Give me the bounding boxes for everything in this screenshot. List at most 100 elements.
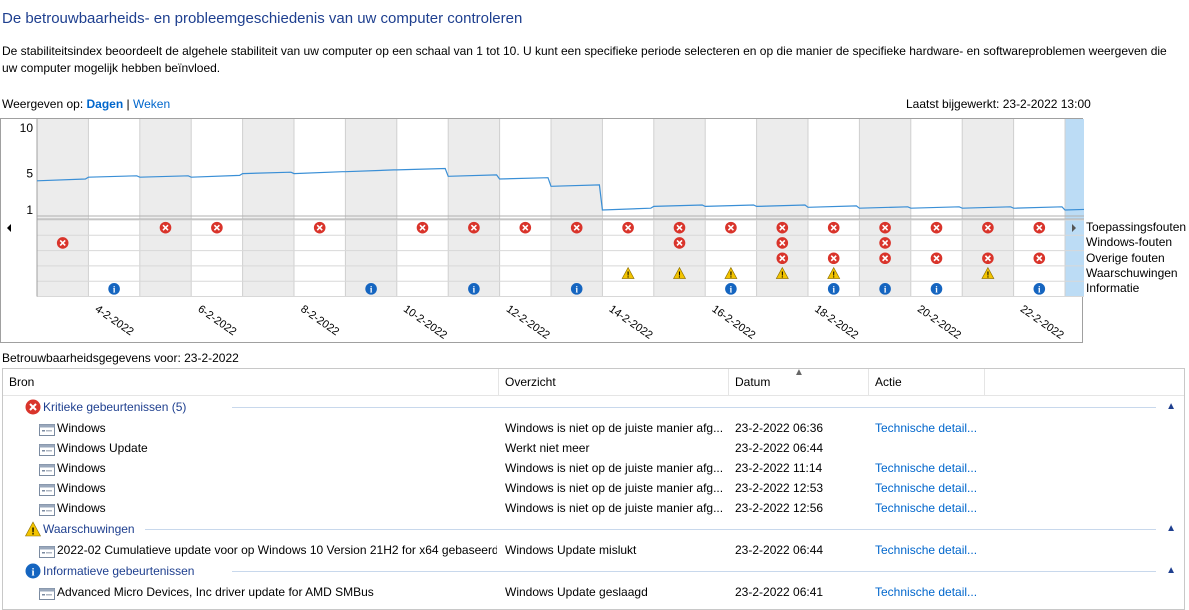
collapse-chevron-icon[interactable]: ▲ bbox=[1166, 523, 1176, 534]
warning-mark: ! bbox=[987, 271, 990, 280]
day-column[interactable] bbox=[139, 119, 192, 297]
reliability-chart[interactable]: 1051!!!!!!!iiiiiiiiii4-2-20226-2-20228-2… bbox=[0, 118, 1084, 344]
warning-icon bbox=[621, 266, 635, 279]
column-header-date[interactable]: Datum bbox=[729, 369, 869, 395]
event-date: 23-2-2022 06:44 bbox=[735, 543, 824, 557]
error-mark bbox=[59, 239, 66, 247]
info-mark: i bbox=[1038, 284, 1041, 294]
error-mark bbox=[419, 224, 426, 231]
application-window-icon bbox=[39, 482, 55, 502]
info-mark: i bbox=[832, 284, 835, 294]
error-mark bbox=[1036, 224, 1043, 231]
day-column[interactable] bbox=[88, 119, 140, 297]
info-icon bbox=[930, 283, 943, 295]
event-row[interactable]: 2022-02 Cumulatieve update voor op Windo… bbox=[3, 540, 1184, 560]
day-column[interactable] bbox=[191, 119, 243, 297]
day-column[interactable] bbox=[345, 119, 397, 297]
event-row[interactable]: Windows Windows is niet op de juiste mani… bbox=[3, 498, 1184, 518]
application-window-icon bbox=[39, 544, 55, 564]
group-divider bbox=[231, 407, 1156, 408]
error-mark bbox=[162, 224, 169, 231]
event-group-header[interactable]: i Informatieve gebeurtenissen ▲ bbox=[3, 560, 1184, 582]
error-mark bbox=[882, 224, 889, 231]
collapse-chevron-icon[interactable]: ▲ bbox=[1166, 401, 1176, 412]
application-window-icon bbox=[39, 462, 55, 482]
day-column[interactable] bbox=[808, 119, 860, 297]
scroll-right-icon[interactable] bbox=[1072, 224, 1076, 232]
view-weeks-link[interactable]: Weken bbox=[133, 97, 171, 111]
error-mark bbox=[676, 239, 683, 247]
event-row[interactable]: Windows Update Werkt niet meer 23-2-2022 0… bbox=[3, 438, 1184, 458]
warning-mark: ! bbox=[678, 271, 681, 280]
technical-details-link[interactable]: Technische detail... bbox=[875, 585, 978, 599]
technical-details-link[interactable]: Technische detail... bbox=[875, 543, 978, 557]
day-column[interactable] bbox=[396, 119, 449, 297]
event-source: Advanced Micro Devices, Inc driver updat… bbox=[57, 585, 374, 599]
technical-details-link[interactable]: Technische detail... bbox=[875, 461, 978, 475]
table-header: Bron Overzicht Datum Actie ▲ bbox=[3, 369, 1184, 396]
day-column[interactable] bbox=[448, 119, 500, 297]
day-column[interactable] bbox=[705, 119, 757, 297]
application-window-icon bbox=[39, 442, 55, 462]
event-summary: Werkt niet meer bbox=[505, 441, 590, 455]
info-icon bbox=[468, 283, 480, 295]
event-group-header[interactable]: Kritieke gebeurtenissen (5) ▲ bbox=[3, 396, 1184, 418]
event-source: Windows bbox=[57, 481, 106, 495]
info-mark: i bbox=[884, 284, 887, 294]
event-row[interactable]: Windows Windows is niet op de juiste mani… bbox=[3, 458, 1184, 478]
column-header-action[interactable]: Actie bbox=[869, 369, 985, 395]
error-icon bbox=[25, 399, 41, 422]
row-label-warnings: Waarschuwingen bbox=[1086, 265, 1178, 280]
error-mark bbox=[933, 224, 940, 231]
info-icon bbox=[827, 283, 840, 295]
event-group-header[interactable]: ! Waarschuwingen ▲ bbox=[3, 518, 1184, 540]
event-row[interactable]: Windows Windows is niet op de juiste mani… bbox=[3, 478, 1184, 498]
warning-icon bbox=[827, 266, 841, 279]
collapse-chevron-icon[interactable]: ▲ bbox=[1166, 565, 1176, 576]
error-mark bbox=[522, 224, 529, 231]
event-row-labels: Toepassingsfouten Windows-fouten Overige… bbox=[1086, 220, 1186, 296]
event-row[interactable]: Advanced Micro Devices, Inc driver updat… bbox=[3, 582, 1184, 602]
info-icon bbox=[725, 283, 737, 295]
day-column[interactable] bbox=[37, 119, 89, 297]
warning-mark: ! bbox=[832, 271, 835, 280]
page-description: De stabiliteitsindex beoordeelt de algeh… bbox=[2, 44, 1167, 75]
event-summary: Windows Update mislukt bbox=[505, 543, 637, 557]
info-mark: i bbox=[935, 284, 938, 294]
info-mark: i bbox=[730, 284, 733, 294]
technical-details-link[interactable]: Technische detail... bbox=[875, 481, 978, 495]
info-icon: i bbox=[25, 563, 41, 586]
day-column[interactable] bbox=[499, 119, 551, 297]
day-column[interactable] bbox=[1065, 119, 1084, 297]
warning-mark: ! bbox=[627, 271, 630, 280]
svg-text:i: i bbox=[31, 567, 34, 579]
details-table: Bron Overzicht Datum Actie ▲ Kritieke ge… bbox=[2, 368, 1185, 610]
event-summary: Windows Update geslaagd bbox=[505, 585, 648, 599]
warning-mark: ! bbox=[781, 271, 784, 280]
event-row[interactable]: Windows Windows is niet op de juiste mani… bbox=[3, 418, 1184, 438]
technical-details-link[interactable]: Technische detail... bbox=[875, 421, 978, 435]
day-column[interactable] bbox=[756, 119, 808, 297]
view-days-link[interactable]: Dagen bbox=[86, 97, 124, 111]
day-column[interactable] bbox=[294, 119, 346, 297]
warning-icon bbox=[775, 266, 789, 279]
group-divider bbox=[144, 529, 1156, 530]
column-header-summary[interactable]: Overzicht bbox=[499, 369, 729, 395]
info-mark: i bbox=[473, 284, 476, 294]
technical-details-link[interactable]: Technische detail... bbox=[875, 501, 978, 515]
error-mark bbox=[779, 224, 786, 231]
error-mark bbox=[779, 239, 786, 247]
error-mark bbox=[984, 255, 991, 262]
column-header-source[interactable]: Bron bbox=[3, 369, 499, 395]
event-date: 23-2-2022 06:44 bbox=[735, 441, 824, 455]
application-window-icon bbox=[39, 502, 55, 522]
day-column[interactable] bbox=[242, 119, 294, 297]
day-column[interactable] bbox=[653, 119, 706, 297]
warning-icon bbox=[981, 266, 995, 279]
day-column[interactable] bbox=[551, 119, 603, 297]
info-icon bbox=[570, 283, 583, 295]
row-label-info: Informatie bbox=[1086, 281, 1140, 296]
scroll-left-icon[interactable] bbox=[7, 224, 11, 232]
day-column[interactable] bbox=[602, 119, 654, 297]
warning-mark: ! bbox=[730, 271, 733, 280]
